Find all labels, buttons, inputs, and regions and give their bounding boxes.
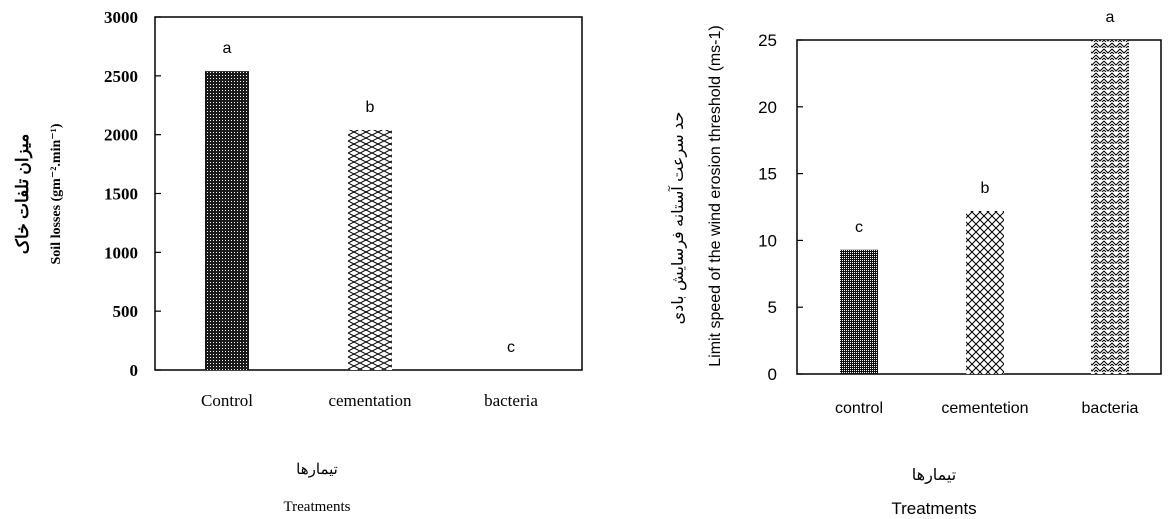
bars: c b a [840,9,1129,374]
y-tick-label-1: 500 [113,302,139,321]
bar-control [205,71,249,371]
y-tick-label-2: 10 [758,231,777,250]
y-tick-label-0: 0 [768,365,777,384]
y-axis-label-fa: میزان تلفات خاک [13,134,33,254]
bars: a b c [205,40,515,371]
x-axis-label-fa: تیمارها [912,467,956,485]
x-axis-tick-labels: control cementetion bacteria [835,400,1139,417]
x-tick-label-bacteria: bacteria [484,391,538,410]
y-tick-label-4: 2000 [104,126,138,145]
y-tick-label-5: 25 [758,31,777,50]
x-axis-label-fa: تیمارها [296,462,338,478]
x-axis-label: Treatments [284,499,351,515]
y-tick-label-2: 1000 [104,243,138,262]
chart-soil-losses: 0 500 1000 1500 2000 2500 3000 a b c Control ceme… [13,8,583,515]
x-tick-label-bacteria: bacteria [1082,400,1139,417]
y-axis-label-fa: حد سرعت آستانه فرسایش بادی [668,112,688,325]
bar-cementation [348,129,392,370]
x-tick-label-control: Control [201,391,253,410]
y-tick-label-3: 15 [758,165,777,184]
significance-letter-bacteria: a [1106,9,1115,26]
y-tick-label-5: 2500 [104,67,138,86]
y-axis-ticks: 0 5 10 15 20 25 [758,31,803,384]
y-tick-label-4: 20 [758,98,777,117]
bar-bacteria [1091,40,1129,374]
significance-letter-bacteria: c [507,339,515,356]
x-tick-label-control: control [835,400,883,417]
significance-letter-control: c [855,219,863,236]
y-axis-label: Soil losses (gm⁻².min⁻¹) [49,123,64,264]
x-axis-tick-labels: Control cementation bacteria [201,391,538,410]
significance-letter-cementetion: b [981,180,990,197]
bar-control [840,249,878,374]
chart-wind-erosion-threshold: 0 5 10 15 20 25 c b a control cementetion bacteri… [668,9,1162,518]
y-axis-label: Limit speed of the wind erosion threshol… [707,25,724,367]
x-axis-label: Treatments [891,499,976,518]
y-tick-label-6: 3000 [104,8,138,27]
x-tick-label-cementetion: cementetion [941,400,1028,417]
y-tick-label-1: 5 [768,298,777,317]
y-tick-label-0: 0 [130,361,139,380]
significance-letter-cementation: b [366,99,375,116]
x-tick-label-cementation: cementation [328,391,412,410]
significance-letter-control: a [223,40,232,57]
bar-cementetion [966,211,1004,374]
y-tick-label-3: 1500 [104,185,138,204]
y-axis-ticks: 0 500 1000 1500 2000 2500 3000 [104,8,161,380]
